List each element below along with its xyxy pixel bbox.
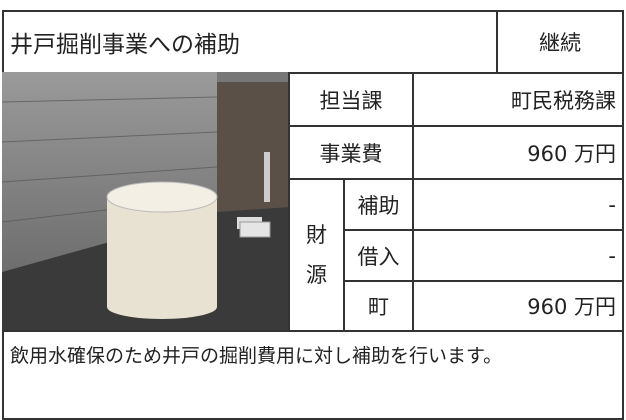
- well-lid: [106, 181, 218, 213]
- fence: [217, 82, 290, 222]
- label-cell: 事業費: [288, 125, 414, 180]
- value-cell: 960 万円: [412, 125, 624, 180]
- label-cell: 担当課: [288, 72, 414, 127]
- value-cell: -: [412, 178, 624, 231]
- value-cell: -: [412, 229, 624, 282]
- description: 飲用水確保のため井戸の掘削費用に対し補助を行います。: [2, 330, 624, 420]
- page: {"header": {"title": "井戸掘削事業への補助", "stat…: [2, 10, 624, 420]
- funding-label: 財源: [288, 178, 345, 332]
- label-cell: 補助: [343, 178, 414, 231]
- project-title: 井戸掘削事業への補助: [2, 10, 498, 74]
- pipe: [264, 152, 270, 202]
- well-body: [107, 197, 217, 307]
- well-base: [107, 295, 217, 319]
- value-cell: 町民税務課: [412, 72, 624, 127]
- label-cell: 借入: [343, 229, 414, 282]
- status: 継続: [496, 10, 624, 74]
- box: [239, 221, 271, 238]
- value-cell: 960 万円: [412, 280, 624, 332]
- photo: [2, 72, 290, 332]
- label-cell: 町: [343, 280, 414, 332]
